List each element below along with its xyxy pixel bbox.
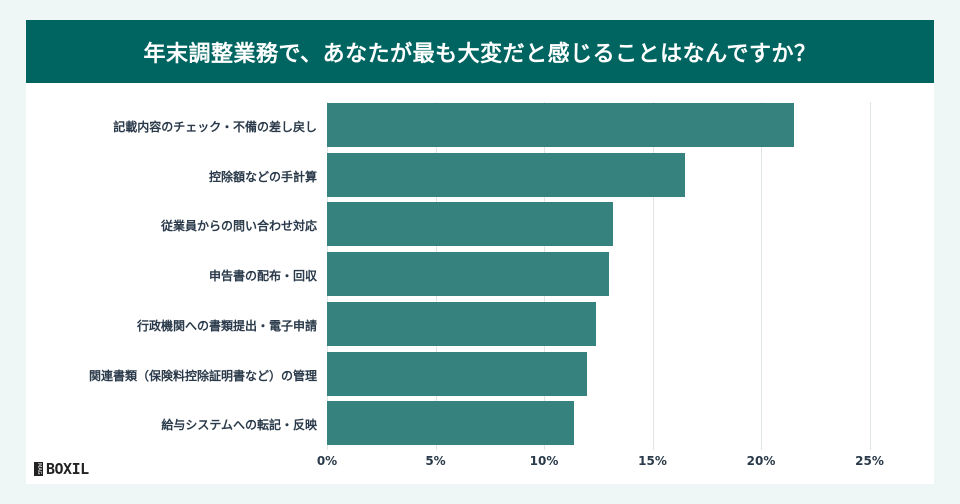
bar — [327, 152, 686, 197]
boxil-logo: MAG BOXIL — [34, 460, 89, 478]
chart-header: 年末調整業務で、あなたが最も大変だと感じることはなんですか？ — [26, 20, 934, 83]
bar — [327, 103, 794, 147]
x-tick-label: 20% — [746, 454, 776, 468]
category-label: 申告書の配布・回収 — [208, 269, 317, 284]
gridline — [761, 102, 762, 450]
x-tick-label: 15% — [638, 454, 667, 468]
logo-text: BOXIL — [46, 460, 89, 478]
bar — [327, 401, 575, 446]
bar — [327, 301, 597, 346]
category-label: 記載内容のチェック・不備の差し戻し — [113, 120, 317, 134]
plot-area — [327, 102, 907, 450]
x-tick-label: 0% — [316, 454, 338, 468]
bar — [327, 252, 610, 297]
gridline — [869, 102, 871, 450]
category-label: 控除額などの手計算 — [208, 169, 317, 184]
gridline — [652, 102, 654, 450]
mag-badge-icon: MAG — [34, 462, 43, 476]
category-label: 行政機関への書類提出・電子申請 — [136, 318, 317, 333]
x-tick-label: 5% — [425, 454, 446, 468]
x-tick-label: 25% — [855, 454, 884, 468]
category-label: 関連書類（保険料控除証明書など）の管理 — [88, 368, 317, 383]
chart-title: 年末調整業務で、あなたが最も大変だと感じることはなんですか？ — [143, 41, 817, 67]
bar — [327, 351, 588, 396]
bar — [327, 202, 614, 247]
category-label: 従業員からの問い合わせ対応 — [160, 219, 317, 234]
x-tick-label: 10% — [529, 454, 559, 468]
category-label: 給与システムへの転記・反映 — [161, 418, 317, 433]
